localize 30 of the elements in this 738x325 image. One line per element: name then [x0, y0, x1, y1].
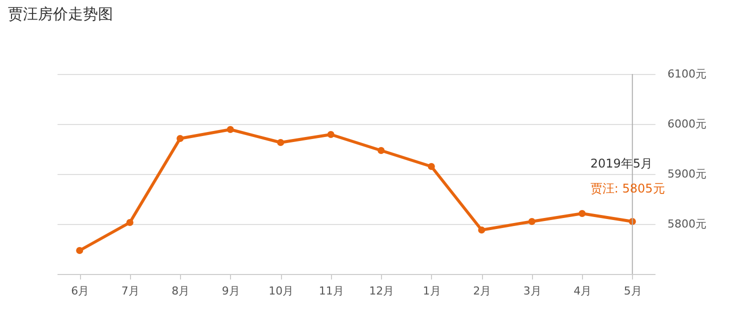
point — [226, 126, 234, 134]
y-tick-label: 5900元 — [668, 168, 706, 180]
x-tick-label: 1月 — [422, 284, 441, 298]
x-tick-label: 3月 — [523, 284, 542, 298]
annotation: 2019年5月 — [590, 156, 653, 170]
chart-title: 贾汪房价走势图 — [8, 5, 113, 24]
x-tick-label: 4月 — [574, 284, 592, 298]
point — [76, 246, 84, 254]
point — [578, 210, 586, 218]
x-tick-label: 7月 — [121, 284, 140, 298]
point — [528, 218, 536, 226]
point — [428, 162, 435, 170]
x-tick-label: 5月 — [624, 284, 642, 298]
x-tick-label: 8月 — [172, 284, 190, 298]
point — [126, 218, 134, 226]
point — [277, 138, 284, 146]
point — [378, 146, 385, 154]
y-tick-label: 6000元 — [668, 118, 706, 130]
x-tick-label: 12月 — [369, 284, 394, 298]
point — [327, 130, 334, 138]
point — [176, 134, 184, 142]
y-tick-label: 6100元 — [668, 68, 706, 80]
y-tick-label: 5800元 — [668, 218, 706, 230]
annotation: 贾汪: 5805元 — [590, 182, 665, 196]
x-tick-label: 10月 — [268, 284, 294, 298]
x-tick-label: 11月 — [318, 284, 344, 298]
x-tick-label: 9月 — [222, 284, 240, 298]
x-tick-label: 6月 — [71, 284, 90, 298]
point — [478, 226, 486, 234]
x-tick-label: 2月 — [473, 284, 492, 298]
